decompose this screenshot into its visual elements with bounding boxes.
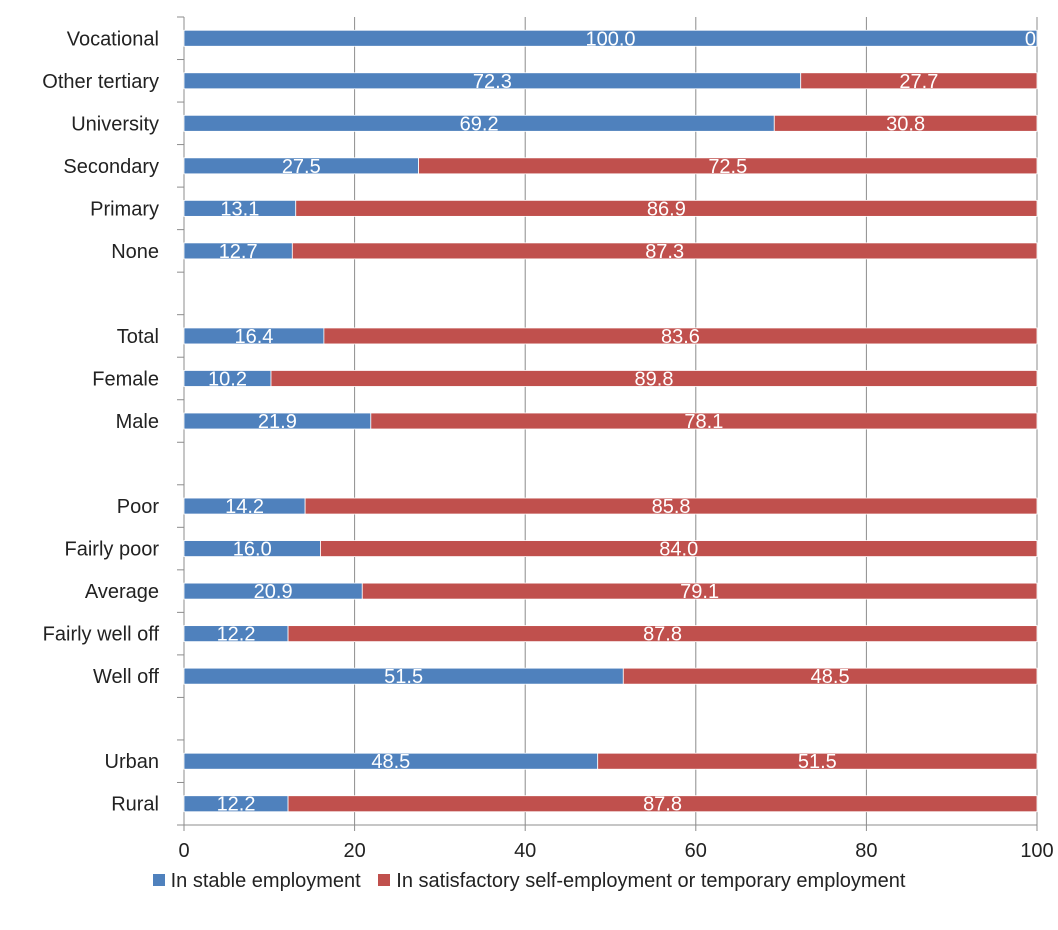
bar-self-employment <box>418 157 1038 175</box>
bar-self-employment <box>304 497 1038 515</box>
data-label: 86.9 <box>647 198 686 220</box>
bar-self-employment <box>291 242 1038 260</box>
data-label: 51.5 <box>798 751 837 773</box>
data-label: 78.1 <box>684 411 723 433</box>
x-tick-label: 40 <box>514 840 536 862</box>
category-label: University <box>71 113 159 135</box>
category-label: Total <box>117 326 159 348</box>
bar-self-employment <box>622 667 1038 685</box>
data-label: 69.2 <box>460 113 499 135</box>
bar-stable <box>183 29 1038 47</box>
x-tick-label: 100 <box>1020 840 1053 862</box>
category-label: Female <box>92 368 159 390</box>
bar-self-employment <box>287 795 1038 813</box>
data-label: 85.8 <box>652 496 691 518</box>
bar-self-employment <box>270 370 1038 387</box>
data-label: 48.5 <box>811 666 850 688</box>
category-label: Rural <box>111 794 159 816</box>
category-label: Vocational <box>67 28 159 50</box>
legend-label-self-employment: In satisfactory self-employment or tempo… <box>396 870 906 892</box>
data-label: 14.2 <box>225 496 264 518</box>
category-label: Well off <box>93 666 159 688</box>
data-label: 27.5 <box>282 156 321 178</box>
bar-self-employment <box>323 327 1038 345</box>
data-label: 87.8 <box>643 794 682 816</box>
category-label: Fairly poor <box>65 539 160 561</box>
data-label: 87.8 <box>643 624 682 646</box>
data-label: 20.9 <box>254 581 293 603</box>
legend-item-stable: In stable employment <box>152 870 361 893</box>
data-label: 12.7 <box>219 241 258 263</box>
bar-self-employment <box>370 412 1038 430</box>
bar-self-employment <box>320 540 1038 557</box>
data-label: 16.4 <box>234 326 273 348</box>
data-label: 21.9 <box>258 411 297 433</box>
data-label: 30.8 <box>886 113 925 135</box>
legend-item-self-employment: In satisfactory self-employment or tempo… <box>378 870 905 893</box>
data-label: 87.3 <box>645 241 684 263</box>
data-label: 48.5 <box>371 751 410 773</box>
bar-self-employment <box>295 199 1038 217</box>
x-tick-label: 0 <box>178 840 189 862</box>
x-tick-label: 20 <box>343 840 365 862</box>
data-label: 12.2 <box>217 624 256 646</box>
bar-self-employment <box>361 582 1038 600</box>
data-label: 100.0 <box>585 28 635 50</box>
category-label: Secondary <box>63 156 159 178</box>
bar-self-employment <box>287 625 1038 643</box>
x-tick-label: 80 <box>855 840 877 862</box>
category-label: Fairly well off <box>43 624 160 646</box>
legend: In stable employment In satisfactory sel… <box>0 870 1058 893</box>
category-label: Other tertiary <box>42 71 159 93</box>
data-label: 16.0 <box>233 539 272 561</box>
bar-self-employment <box>597 752 1038 770</box>
x-tick-label: 60 <box>685 840 707 862</box>
legend-swatch-self-employment <box>378 874 391 886</box>
data-label: 72.5 <box>708 156 747 178</box>
legend-swatch-stable <box>152 874 165 886</box>
data-label: 10.2 <box>208 368 247 390</box>
data-label: 27.7 <box>899 71 938 93</box>
data-label: 12.2 <box>217 794 256 816</box>
bar-self-employment <box>773 114 1038 132</box>
data-label: 72.3 <box>473 71 512 93</box>
data-label: 79.1 <box>680 581 719 603</box>
category-label: Male <box>116 411 159 433</box>
data-label: 0 <box>1025 28 1036 50</box>
data-label: 51.5 <box>384 666 423 688</box>
category-label: Urban <box>105 751 159 773</box>
category-label: Primary <box>90 198 159 220</box>
data-label: 84.0 <box>659 539 698 561</box>
category-label: Average <box>85 581 159 603</box>
data-label: 83.6 <box>661 326 700 348</box>
category-label: Poor <box>117 496 160 518</box>
data-label: 89.8 <box>635 368 674 390</box>
category-label: None <box>111 241 159 263</box>
legend-label-stable: In stable employment <box>170 870 361 892</box>
data-label: 13.1 <box>220 198 259 220</box>
bar-self-employment <box>800 72 1038 90</box>
